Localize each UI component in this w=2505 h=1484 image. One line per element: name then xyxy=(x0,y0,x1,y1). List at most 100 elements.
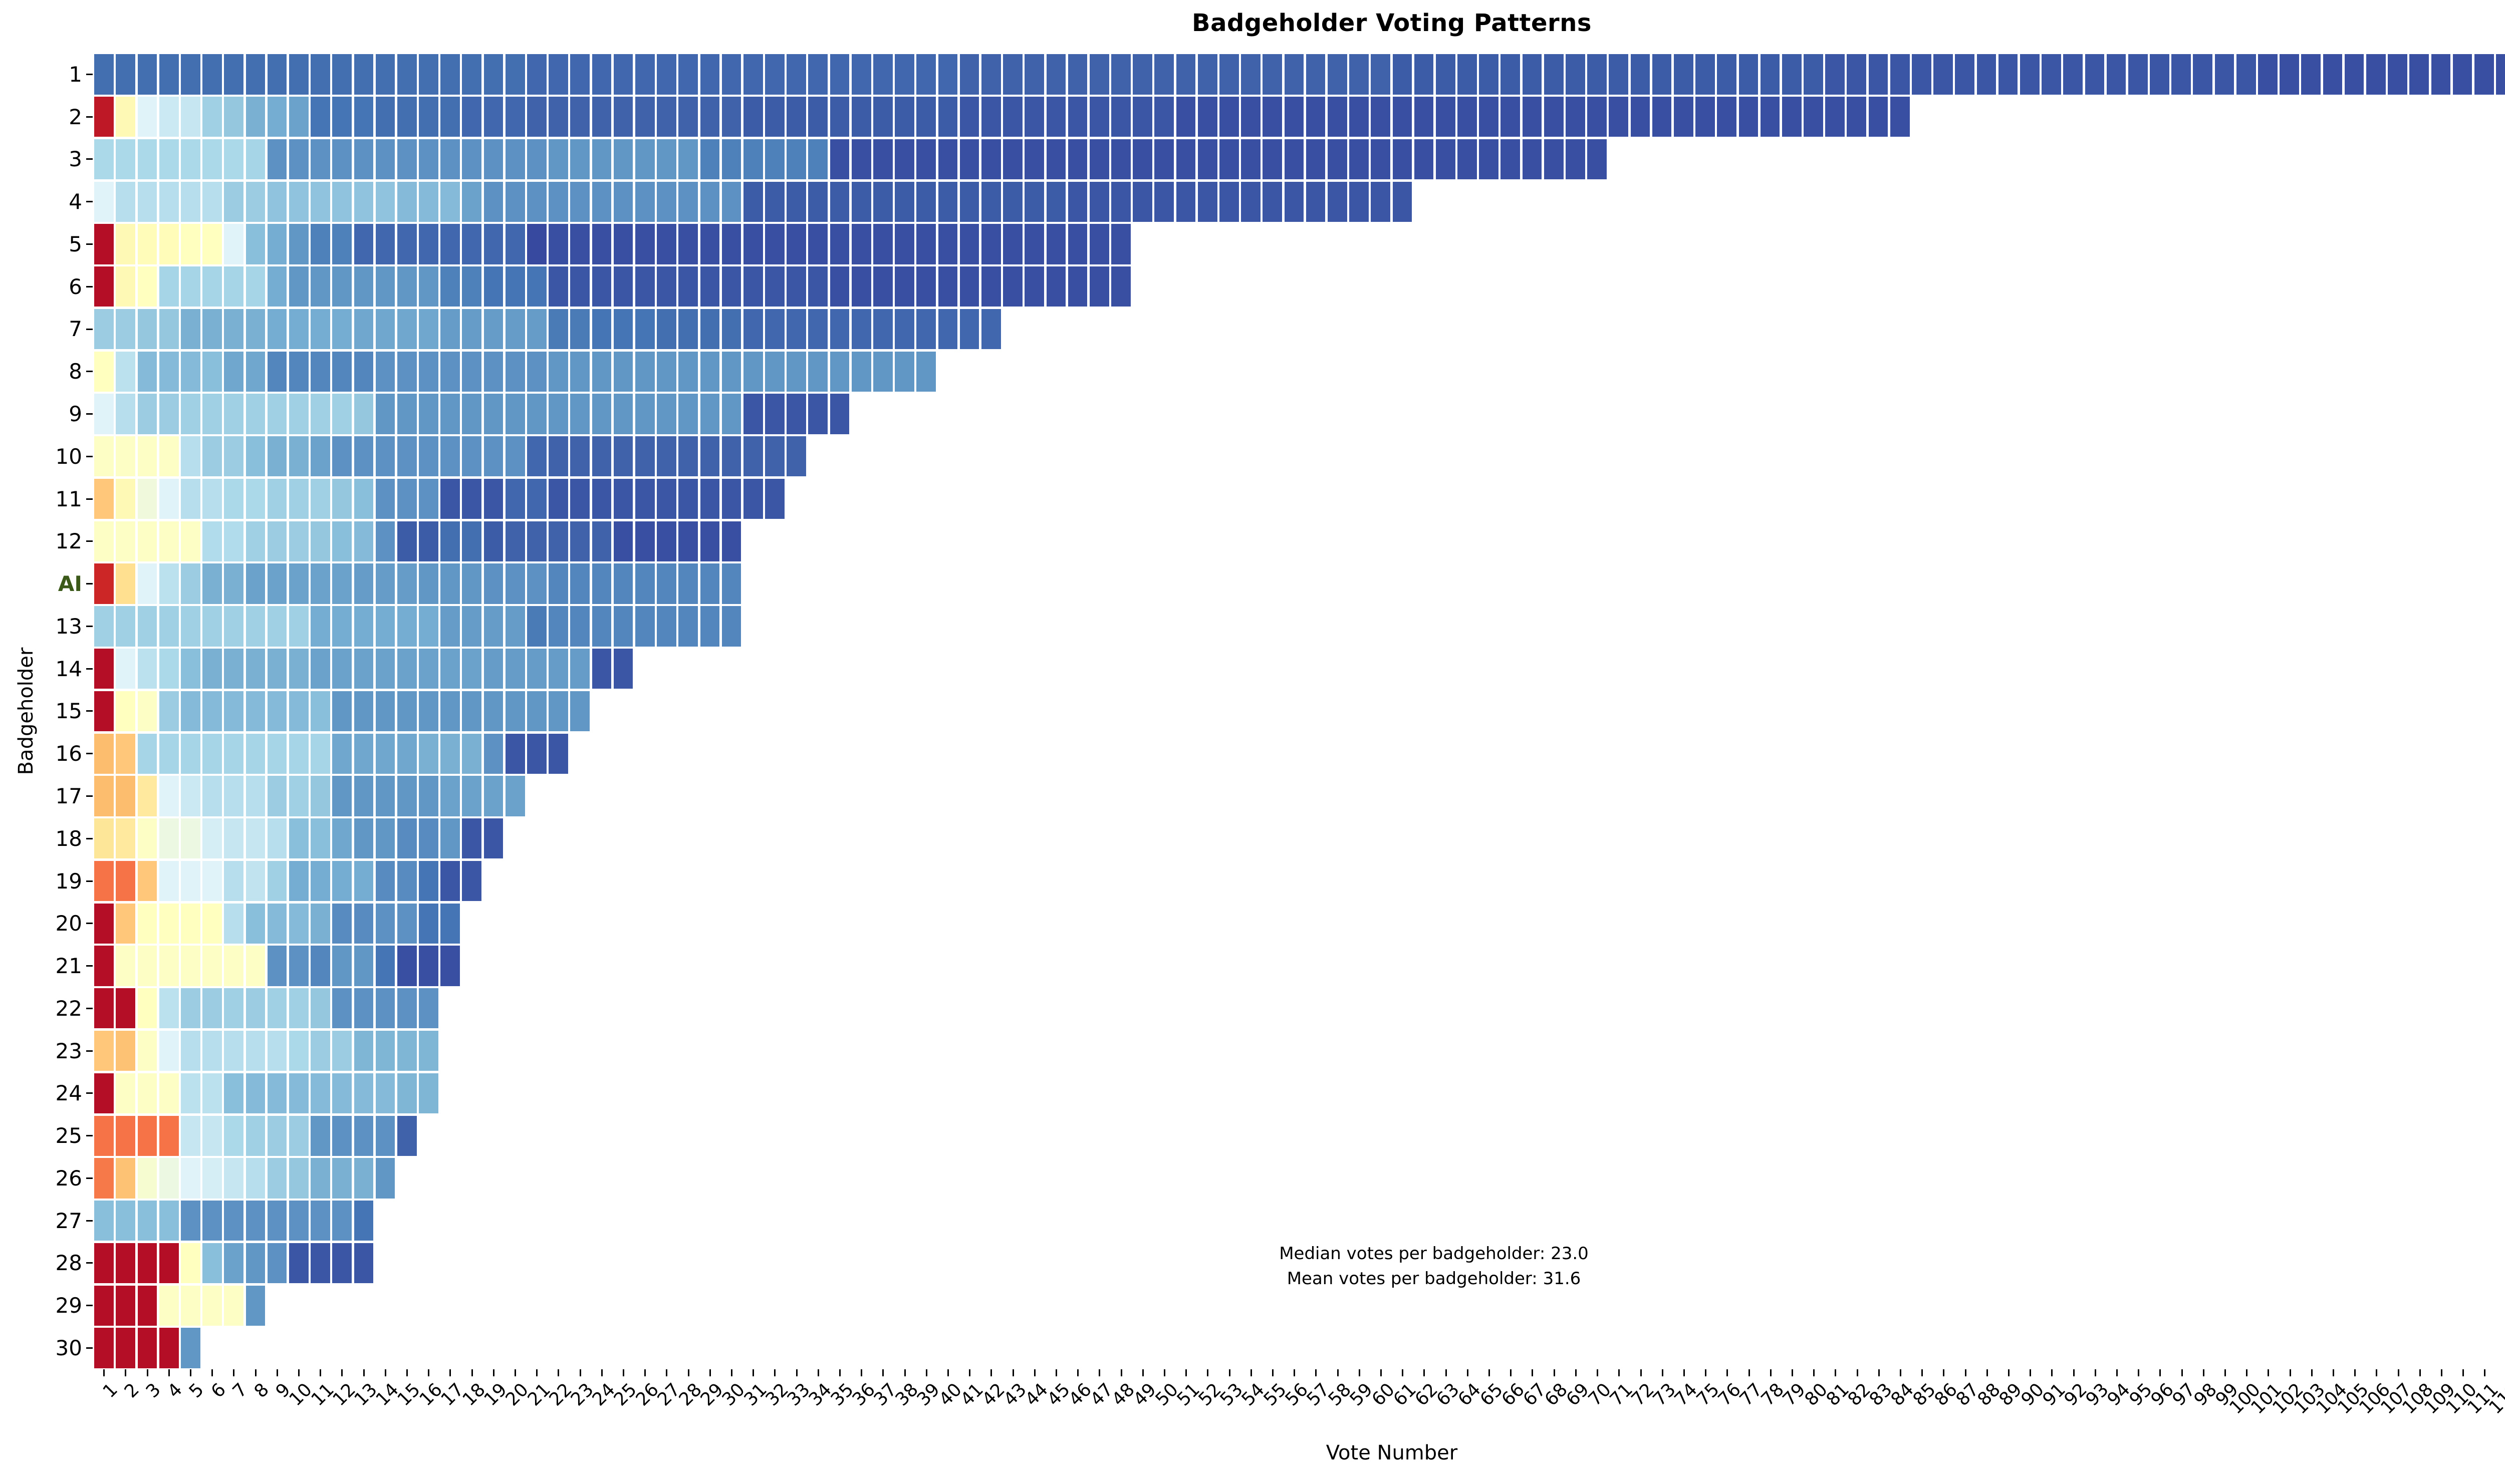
heatmap-cell xyxy=(245,1285,266,1326)
heatmap-cell xyxy=(1046,181,1066,222)
heatmap-cell xyxy=(159,309,179,350)
heatmap-cell xyxy=(483,563,504,604)
x-tick-mark xyxy=(1510,1369,1512,1376)
heatmap-cell xyxy=(181,1243,200,1284)
heatmap-cell xyxy=(159,54,179,95)
heatmap-cell xyxy=(267,903,287,944)
heatmap-cell xyxy=(1544,97,1564,137)
heatmap-cell xyxy=(505,733,525,774)
y-tick-label-24: 24 xyxy=(55,1081,82,1106)
heatmap-cell xyxy=(635,181,655,222)
heatmap-cell xyxy=(267,1030,287,1071)
heatmap-cell xyxy=(375,394,395,434)
heatmap-cell xyxy=(202,903,222,944)
heatmap-cell xyxy=(202,436,222,477)
x-tick-mark xyxy=(1207,1369,1209,1376)
heatmap-cell xyxy=(613,649,633,689)
x-tick-mark xyxy=(687,1369,689,1376)
heatmap-cell xyxy=(981,181,1001,222)
heatmap-cell xyxy=(678,54,698,95)
heatmap-cell xyxy=(245,1073,266,1113)
x-tick-mark xyxy=(1142,1369,1144,1376)
heatmap-cell xyxy=(743,394,763,434)
heatmap-cell xyxy=(289,309,309,350)
heatmap-cell xyxy=(462,436,482,477)
x-tick-mark xyxy=(2073,1369,2075,1376)
heatmap-cell xyxy=(721,266,741,307)
heatmap-cell xyxy=(181,436,200,477)
heatmap-cell xyxy=(483,436,504,477)
heatmap-cell xyxy=(1154,54,1174,95)
heatmap-cell xyxy=(116,1285,136,1326)
heatmap-cell xyxy=(311,1158,330,1199)
heatmap-cell xyxy=(419,691,438,732)
heatmap-cell xyxy=(1804,97,1823,137)
heatmap-cell xyxy=(613,563,633,604)
heatmap-cell xyxy=(245,224,266,264)
heatmap-cell xyxy=(1133,181,1152,222)
x-tick-mark xyxy=(1705,1369,1707,1376)
heatmap-cell xyxy=(202,478,222,519)
heatmap-cell xyxy=(397,903,417,944)
heatmap-cell xyxy=(116,309,136,350)
heatmap-cell xyxy=(787,351,806,392)
x-tick-mark xyxy=(1575,1369,1577,1376)
y-tick-mark xyxy=(86,201,93,203)
heatmap-cell xyxy=(1025,224,1044,264)
heatmap-cell xyxy=(505,436,525,477)
heatmap-cell xyxy=(1327,97,1347,137)
heatmap-cell xyxy=(1025,139,1044,180)
heatmap-cell xyxy=(787,97,806,137)
heatmap-cell xyxy=(137,521,157,561)
heatmap-cell xyxy=(570,478,590,519)
heatmap-cell xyxy=(570,54,590,95)
heatmap-cell xyxy=(570,691,590,732)
heatmap-cell xyxy=(267,521,287,561)
heatmap-cell xyxy=(1566,97,1585,137)
x-tick-mark xyxy=(2333,1369,2334,1376)
heatmap-cell xyxy=(743,266,763,307)
x-tick-mark xyxy=(320,1369,322,1376)
heatmap-cell xyxy=(289,691,309,732)
heatmap-cell xyxy=(440,394,460,434)
heatmap-cell xyxy=(375,436,395,477)
heatmap-cell xyxy=(332,1115,352,1156)
heatmap-cell xyxy=(267,733,287,774)
heatmap-row-5 xyxy=(94,224,1131,264)
x-tick-mark xyxy=(1337,1369,1339,1376)
heatmap-row-28 xyxy=(94,1243,374,1284)
heatmap-cell xyxy=(419,436,438,477)
heatmap-cell xyxy=(1847,97,1867,137)
heatmap-cell xyxy=(419,860,438,902)
heatmap-cell xyxy=(94,691,114,732)
heatmap-row-29 xyxy=(94,1285,266,1326)
x-tick-mark xyxy=(2116,1369,2118,1376)
heatmap-cell xyxy=(354,903,374,944)
heatmap-cell xyxy=(354,733,374,774)
heatmap-cell xyxy=(938,139,958,180)
y-tick-label-29: 29 xyxy=(55,1293,82,1318)
y-tick-label-25: 25 xyxy=(55,1123,82,1148)
heatmap-cell xyxy=(981,97,1001,137)
heatmap-cell xyxy=(181,649,200,689)
heatmap-cell xyxy=(375,606,395,647)
heatmap-cell xyxy=(267,1158,287,1199)
heatmap-cell xyxy=(505,394,525,434)
heatmap-cell xyxy=(1414,139,1434,180)
heatmap-cell xyxy=(765,224,785,264)
heatmap-cell xyxy=(332,649,352,689)
heatmap-cell xyxy=(332,1243,352,1284)
x-tick-mark xyxy=(1683,1369,1685,1376)
heatmap-cell xyxy=(311,903,330,944)
heatmap-cell xyxy=(721,436,741,477)
heatmap-cell xyxy=(181,1158,200,1199)
heatmap-cell xyxy=(462,733,482,774)
heatmap-cell xyxy=(765,478,785,519)
heatmap-cell xyxy=(159,860,179,902)
heatmap-cell xyxy=(1500,139,1521,180)
heatmap-cell xyxy=(245,988,266,1029)
heatmap-cell xyxy=(1500,54,1521,95)
heatmap-cell xyxy=(159,776,179,816)
heatmap-cell xyxy=(375,776,395,816)
heatmap-cell xyxy=(1068,224,1088,264)
